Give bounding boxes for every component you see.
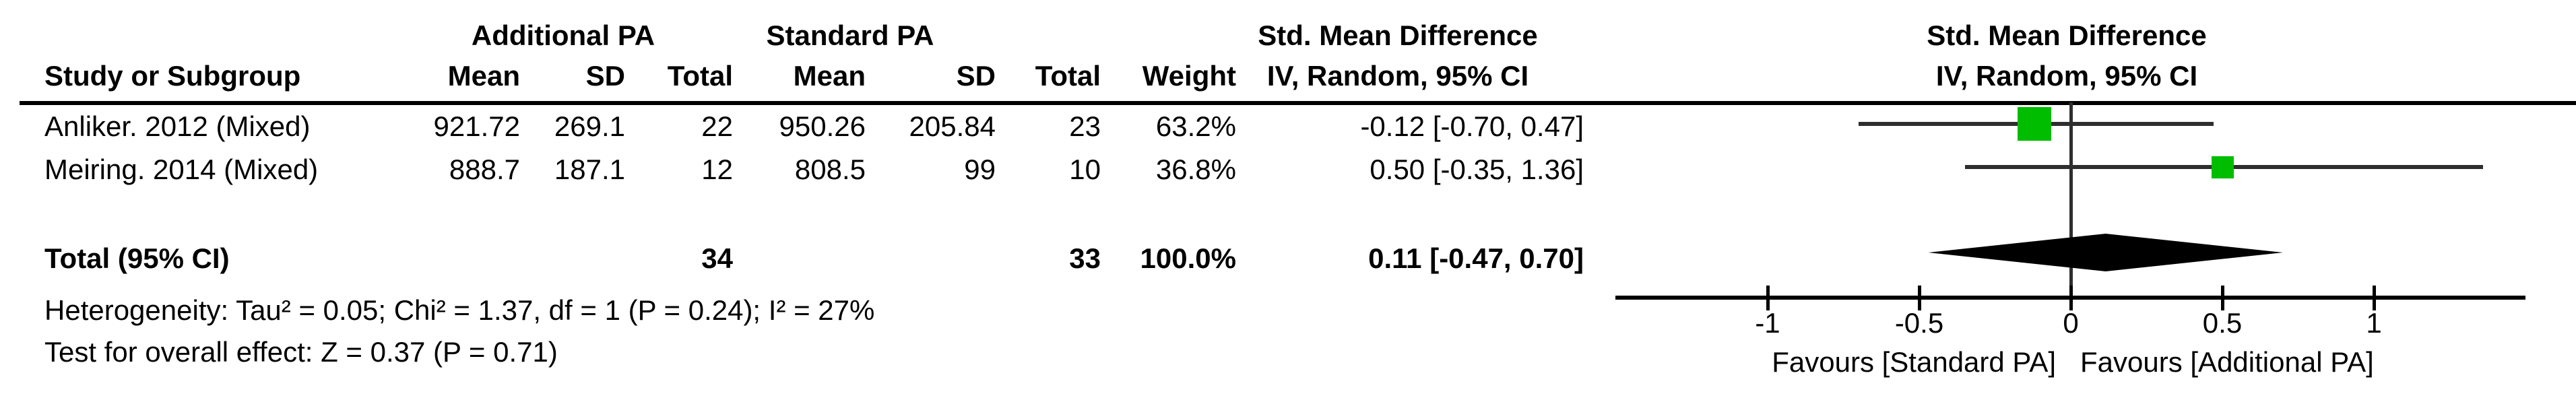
axis-tick-label: 1 — [2366, 307, 2382, 339]
col-header-ci: IV, Random, 95% CI — [1266, 60, 1529, 92]
cell-ci: -0.12 [-0.70, 0.47] — [1360, 110, 1584, 142]
col-header-mean1: Mean — [447, 60, 520, 92]
axis-tick-label: 0 — [2063, 307, 2079, 339]
cell-total1: 22 — [701, 110, 733, 142]
plot-header-smd: Std. Mean Difference — [1927, 20, 2207, 51]
cell-mean1: 888.7 — [449, 154, 520, 185]
cell-total2: 23 — [1069, 110, 1101, 142]
total-ci: 0.11 [-0.47, 0.70] — [1368, 242, 1584, 274]
favours-left-label: Favours [Standard PA] — [1772, 346, 2056, 378]
axis-tick-label: -0.5 — [1894, 307, 1944, 339]
col-header-total2: Total — [1035, 60, 1101, 92]
cell-weight: 63.2% — [1155, 110, 1236, 142]
table-row: Meiring. 2014 (Mixed) 888.7 187.1 12 808… — [0, 154, 2576, 186]
cell-total2: 10 — [1069, 154, 1101, 185]
axis-tick-label: -1 — [1755, 307, 1780, 339]
cell-weight: 36.8% — [1155, 154, 1236, 185]
plot-header-method: IV, Random, 95% CI — [1935, 60, 2198, 92]
axis-tick — [2372, 286, 2376, 310]
cell-total1: 12 — [701, 154, 733, 185]
header-separator-line — [20, 101, 2576, 105]
total-total1: 34 — [701, 242, 733, 274]
col-header-study: Study or Subgroup — [44, 60, 301, 92]
col-header-sd1: SD — [585, 60, 625, 92]
study-marker — [2018, 107, 2051, 141]
group-header-row: Additional PA Standard PA Std. Mean Diff… — [0, 20, 2576, 52]
col-header-total1: Total — [667, 60, 733, 92]
group-header-standard-pa: Standard PA — [766, 20, 934, 51]
favours-right-label: Favours [Additional PA] — [2080, 346, 2374, 378]
axis-tick — [2220, 286, 2224, 310]
axis-tick — [1766, 286, 1770, 310]
cell-mean2: 808.5 — [794, 154, 866, 185]
cell-mean1: 921.72 — [433, 110, 520, 142]
axis-tick — [1917, 286, 1921, 310]
total-label: Total (95% CI) — [44, 242, 230, 274]
axis-tick-label: 0.5 — [2202, 307, 2243, 339]
col-header-sd2: SD — [956, 60, 996, 92]
axis-tick — [2069, 286, 2073, 310]
cell-sd2: 205.84 — [909, 110, 996, 142]
cell-sd2: 99 — [964, 154, 996, 185]
study-label: Anliker. 2012 (Mixed) — [44, 110, 311, 142]
col-header-mean2: Mean — [793, 60, 866, 92]
column-header-row: Study or Subgroup Mean SD Total Mean SD … — [0, 60, 2576, 92]
cell-ci: 0.50 [-0.35, 1.36] — [1370, 154, 1584, 185]
overall-effect-text: Test for overall effect: Z = 0.37 (P = 0… — [44, 336, 558, 368]
col-header-weight: Weight — [1142, 60, 1236, 92]
study-marker — [2211, 156, 2234, 178]
cell-sd1: 269.1 — [554, 110, 625, 142]
study-label: Meiring. 2014 (Mixed) — [44, 154, 319, 185]
cell-sd1: 187.1 — [554, 154, 625, 185]
total-weight: 100.0% — [1140, 242, 1236, 274]
group-header-additional-pa: Additional PA — [471, 20, 655, 51]
table-row: Anliker. 2012 (Mixed) 921.72 269.1 22 95… — [0, 110, 2576, 143]
zero-line — [2069, 102, 2073, 310]
cell-mean2: 950.26 — [779, 110, 866, 142]
total-row: Total (95% CI) 34 33 100.0% 0.11 [-0.47,… — [0, 242, 2576, 275]
group-header-smd-column: Std. Mean Difference — [1258, 20, 1538, 51]
heterogeneity-text: Heterogeneity: Tau² = 0.05; Chi² = 1.37,… — [44, 294, 875, 326]
total-total2: 33 — [1069, 242, 1101, 274]
